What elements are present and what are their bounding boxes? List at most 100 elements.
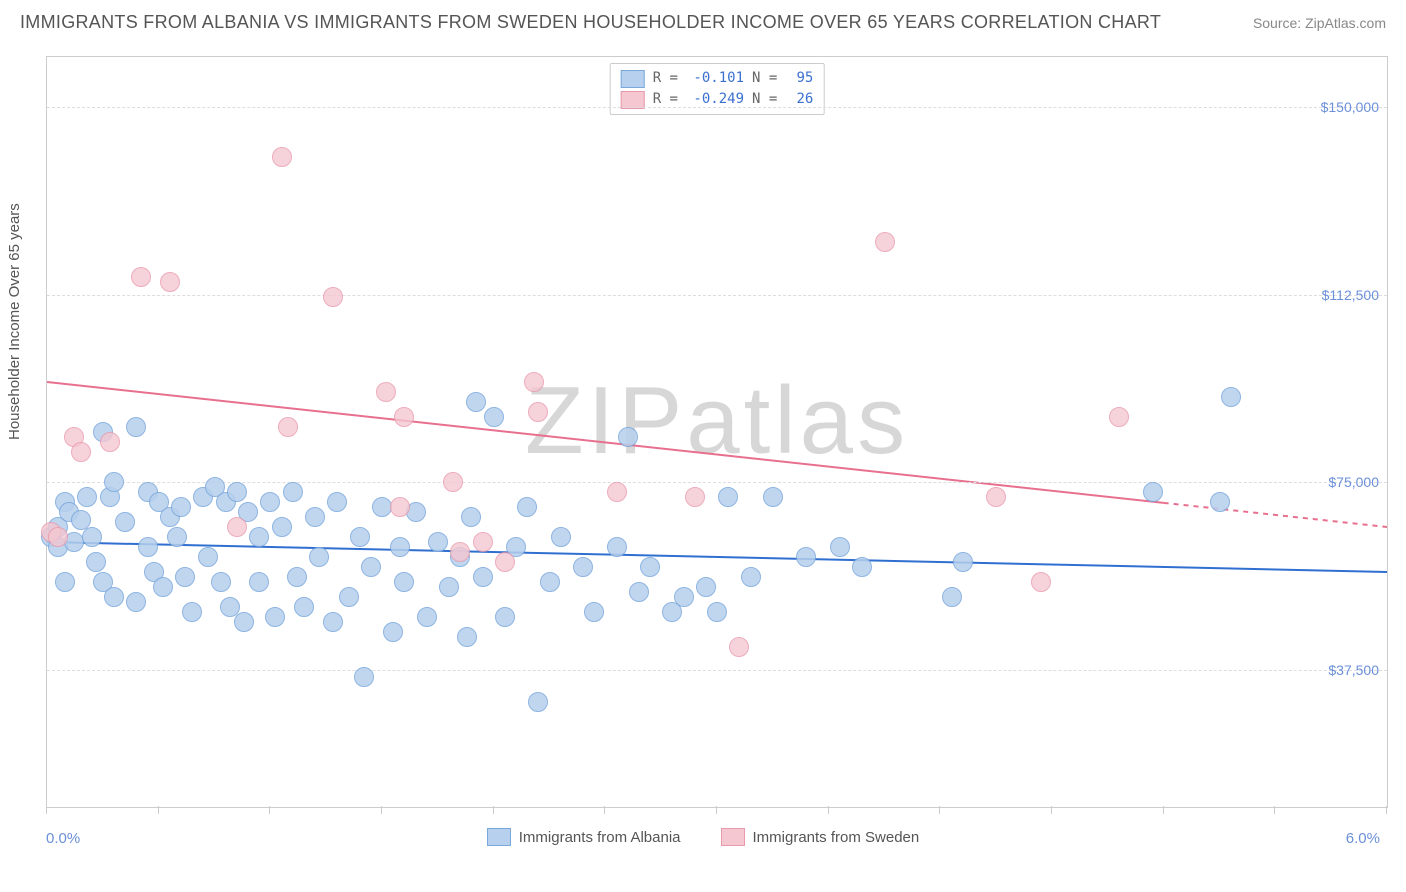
scatter-point bbox=[48, 527, 68, 547]
scatter-point bbox=[182, 602, 202, 622]
scatter-point bbox=[1221, 387, 1241, 407]
scatter-point bbox=[126, 592, 146, 612]
scatter-point bbox=[618, 427, 638, 447]
scatter-point bbox=[551, 527, 571, 547]
scatter-point bbox=[417, 607, 437, 627]
scatter-point bbox=[77, 487, 97, 507]
scatter-point bbox=[540, 572, 560, 592]
source-label: Source: ZipAtlas.com bbox=[1253, 15, 1386, 31]
scatter-point bbox=[830, 537, 850, 557]
chart-title: IMMIGRANTS FROM ALBANIA VS IMMIGRANTS FR… bbox=[20, 12, 1161, 33]
scatter-point bbox=[390, 497, 410, 517]
scatter-point bbox=[394, 572, 414, 592]
gridline bbox=[47, 482, 1387, 483]
x-tick bbox=[1163, 806, 1164, 814]
scatter-point bbox=[167, 527, 187, 547]
scatter-point bbox=[473, 532, 493, 552]
gridline bbox=[47, 670, 1387, 671]
x-tick bbox=[493, 806, 494, 814]
scatter-point bbox=[718, 487, 738, 507]
scatter-point bbox=[685, 487, 705, 507]
scatter-point bbox=[82, 527, 102, 547]
scatter-point bbox=[466, 392, 486, 412]
trend-lines bbox=[47, 57, 1387, 807]
scatter-point bbox=[100, 432, 120, 452]
scatter-point bbox=[294, 597, 314, 617]
scatter-point bbox=[484, 407, 504, 427]
scatter-point bbox=[875, 232, 895, 252]
scatter-point bbox=[309, 547, 329, 567]
scatter-point bbox=[383, 622, 403, 642]
scatter-point bbox=[986, 487, 1006, 507]
scatter-point bbox=[265, 607, 285, 627]
scatter-point bbox=[461, 507, 481, 527]
x-axis-ticks bbox=[46, 806, 1386, 816]
scatter-point bbox=[473, 567, 493, 587]
scatter-point bbox=[528, 402, 548, 422]
scatter-point bbox=[327, 492, 347, 512]
scatter-point bbox=[249, 527, 269, 547]
scatter-point bbox=[86, 552, 106, 572]
scatter-point bbox=[361, 557, 381, 577]
scatter-point bbox=[323, 287, 343, 307]
scatter-point bbox=[71, 510, 91, 530]
gridline bbox=[47, 295, 1387, 296]
x-tick bbox=[1051, 806, 1052, 814]
scatter-point bbox=[763, 487, 783, 507]
scatter-point bbox=[1109, 407, 1129, 427]
scatter-point bbox=[707, 602, 727, 622]
scatter-point bbox=[227, 482, 247, 502]
x-tick bbox=[828, 806, 829, 814]
scatter-point bbox=[443, 472, 463, 492]
legend-swatch-albania bbox=[487, 828, 511, 846]
scatter-point bbox=[457, 627, 477, 647]
scatter-point bbox=[524, 372, 544, 392]
scatter-point bbox=[495, 607, 515, 627]
scatter-point bbox=[211, 572, 231, 592]
scatter-point bbox=[1031, 572, 1051, 592]
scatter-point bbox=[153, 577, 173, 597]
scatter-point bbox=[953, 552, 973, 572]
scatter-point bbox=[283, 482, 303, 502]
scatter-point bbox=[640, 557, 660, 577]
scatter-point bbox=[428, 532, 448, 552]
y-tick-label: $112,500 bbox=[1322, 287, 1379, 303]
scatter-point bbox=[696, 577, 716, 597]
header-row: IMMIGRANTS FROM ALBANIA VS IMMIGRANTS FR… bbox=[0, 0, 1406, 35]
scatter-point bbox=[376, 382, 396, 402]
scatter-point bbox=[104, 472, 124, 492]
scatter-point bbox=[227, 517, 247, 537]
legend-item-sweden: Immigrants from Sweden bbox=[721, 828, 920, 846]
gridline bbox=[47, 107, 1387, 108]
scatter-point bbox=[942, 587, 962, 607]
scatter-point bbox=[171, 497, 191, 517]
x-tick bbox=[716, 806, 717, 814]
y-axis-label: Householder Income Over 65 years bbox=[6, 203, 23, 440]
scatter-point bbox=[339, 587, 359, 607]
scatter-point bbox=[450, 542, 470, 562]
scatter-point bbox=[584, 602, 604, 622]
scatter-point bbox=[852, 557, 872, 577]
y-tick-label: $37,500 bbox=[1328, 662, 1379, 678]
series-legend: Immigrants from Albania Immigrants from … bbox=[0, 828, 1406, 846]
x-tick bbox=[269, 806, 270, 814]
scatter-point bbox=[278, 417, 298, 437]
scatter-point bbox=[55, 572, 75, 592]
scatter-point bbox=[260, 492, 280, 512]
scatter-point bbox=[350, 527, 370, 547]
scatter-point bbox=[272, 517, 292, 537]
scatter-point bbox=[104, 587, 124, 607]
scatter-point bbox=[528, 692, 548, 712]
scatter-point bbox=[1210, 492, 1230, 512]
scatter-point bbox=[796, 547, 816, 567]
scatter-point bbox=[741, 567, 761, 587]
scatter-point bbox=[390, 537, 410, 557]
scatter-point bbox=[517, 497, 537, 517]
scatter-point bbox=[1143, 482, 1163, 502]
scatter-point bbox=[131, 267, 151, 287]
scatter-point bbox=[272, 147, 292, 167]
x-tick bbox=[1274, 806, 1275, 814]
x-tick bbox=[604, 806, 605, 814]
legend-label: Immigrants from Sweden bbox=[753, 829, 920, 846]
scatter-point bbox=[394, 407, 414, 427]
